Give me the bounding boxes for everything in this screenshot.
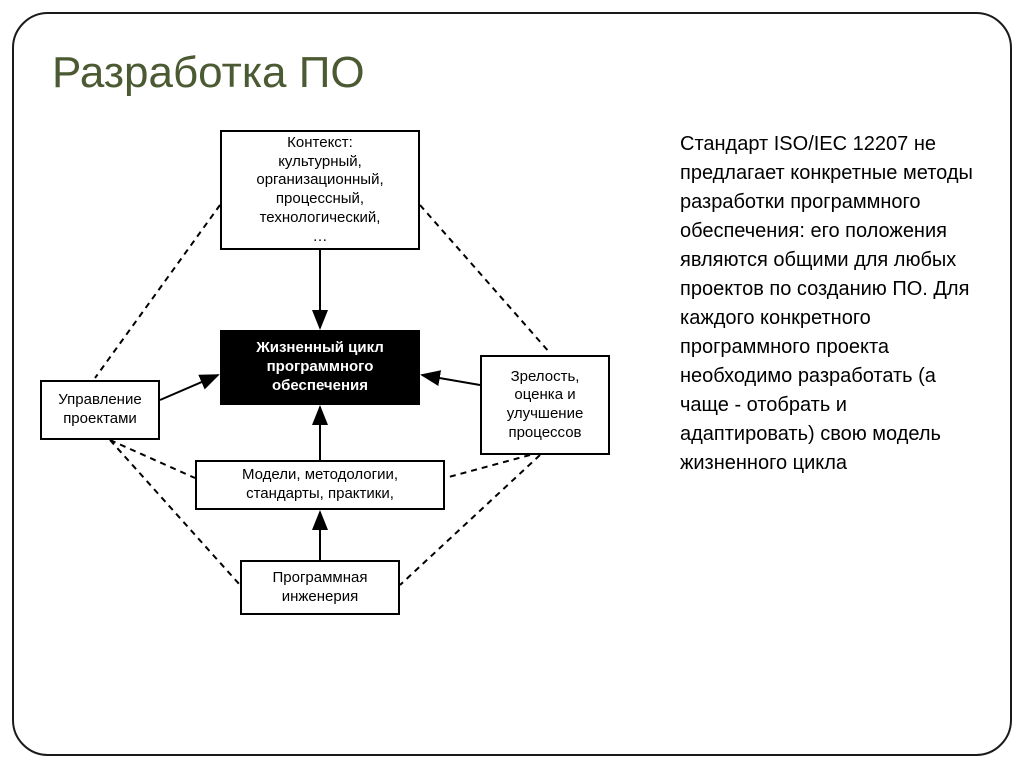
node-center-l2: программного <box>267 358 374 377</box>
description-text: Стандарт ISO/IEC 12207 не предлагает кон… <box>680 130 980 478</box>
node-eng: Программная инженерия <box>240 560 400 615</box>
node-models-l2: стандарты, практики, <box>246 485 394 504</box>
edge-context-right <box>420 205 550 353</box>
edge-left-center <box>160 375 218 400</box>
node-left-l2: проектами <box>63 410 137 429</box>
slide-title: Разработка ПО <box>52 48 365 98</box>
node-right-l4: процессов <box>508 424 581 443</box>
node-eng-l2: инженерия <box>282 588 359 607</box>
node-eng-l1: Программная <box>273 569 368 588</box>
node-center-l3: обеспечения <box>272 377 368 396</box>
node-context-l5: технологический, <box>260 209 381 228</box>
node-context-l1: Контекст: <box>287 134 353 153</box>
node-right-l2: оценка и <box>514 386 575 405</box>
node-models: Модели, методологии, стандарты, практики… <box>195 460 445 510</box>
node-right: Зрелость, оценка и улучшение процессов <box>480 355 610 455</box>
edge-left-models <box>110 440 195 478</box>
node-left: Управление проектами <box>40 380 160 440</box>
node-left-l1: Управление <box>58 391 141 410</box>
node-right-l1: Зрелость, <box>511 368 580 387</box>
node-context: Контекст: культурный, организационный, п… <box>220 130 420 250</box>
node-context-l2: культурный, <box>278 153 362 172</box>
node-center-l1: Жизненный цикл <box>256 339 384 358</box>
node-center: Жизненный цикл программного обеспечения <box>220 330 420 405</box>
node-context-l4: процессный, <box>276 190 364 209</box>
node-models-l1: Модели, методологии, <box>242 466 398 485</box>
node-right-l3: улучшение <box>507 405 584 424</box>
diagram-container: Контекст: культурный, организационный, п… <box>40 130 650 690</box>
node-context-l3: организационный, <box>256 171 383 190</box>
edge-context-left <box>95 205 220 378</box>
edge-right-models <box>445 455 530 478</box>
edge-right-center <box>422 375 480 385</box>
node-context-l6: … <box>313 228 328 247</box>
